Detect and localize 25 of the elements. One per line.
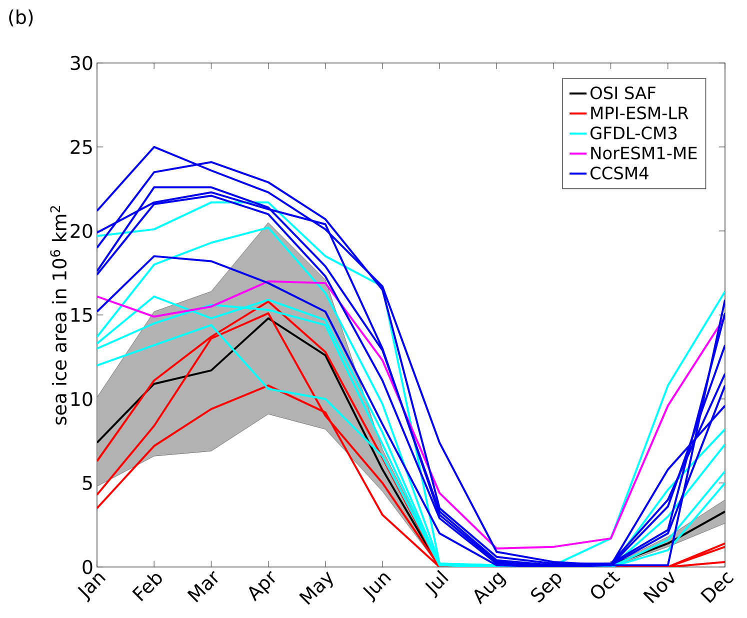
legend-label: OSI SAF (590, 86, 656, 100)
y-tick-label: 25 (70, 140, 92, 154)
y-tick-label: 10 (71, 392, 92, 406)
y-tick-label: 5 (82, 476, 92, 490)
text: (b) (9, 10, 33, 26)
x-tick-label: Feb (132, 574, 162, 602)
y-tick-label: 0 (82, 560, 92, 574)
legend-label: GFDL-CM3 (590, 126, 677, 140)
legend-label: CCSM4 (590, 166, 648, 180)
x-tick-label: Aug (474, 572, 506, 604)
x-tick-label: Nov (643, 572, 675, 604)
x-tick-label: Mar (187, 571, 218, 602)
x-tick-label: Jan (78, 573, 106, 602)
y-tick-label: 15 (71, 308, 92, 322)
x-tick-label: Oct (591, 572, 620, 599)
y-tick-label: 20 (70, 224, 92, 238)
legend-label: MPI-ESM-LR (591, 106, 688, 120)
x-tick-label: Dec (700, 572, 734, 604)
y-axis-title: sea ice area in 10$^{6}$ km$^{2}$ (50, 206, 67, 425)
x-tick-label: Jun (362, 573, 392, 603)
x-tick-label: Apr (248, 571, 275, 602)
x-tick-label: Jul (425, 570, 448, 598)
x-tick-label: Sep (531, 574, 562, 602)
legend-label: NorESM1-ME (591, 146, 697, 160)
y-tick-label: 30 (70, 56, 92, 70)
